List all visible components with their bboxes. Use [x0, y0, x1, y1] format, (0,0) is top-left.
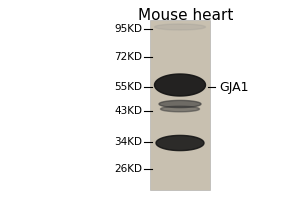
Polygon shape	[154, 74, 206, 96]
Polygon shape	[160, 106, 200, 112]
Text: Mouse heart: Mouse heart	[138, 8, 234, 23]
Text: 34KD: 34KD	[115, 137, 142, 147]
Text: 26KD: 26KD	[115, 164, 142, 174]
Polygon shape	[154, 24, 206, 30]
Text: 43KD: 43KD	[115, 106, 142, 116]
Text: GJA1: GJA1	[219, 81, 248, 94]
Bar	[150, 20, 210, 190]
Polygon shape	[156, 135, 204, 151]
Text: 95KD: 95KD	[115, 24, 142, 34]
Polygon shape	[159, 100, 201, 108]
Text: 55KD: 55KD	[115, 82, 142, 92]
Text: 72KD: 72KD	[115, 52, 142, 62]
